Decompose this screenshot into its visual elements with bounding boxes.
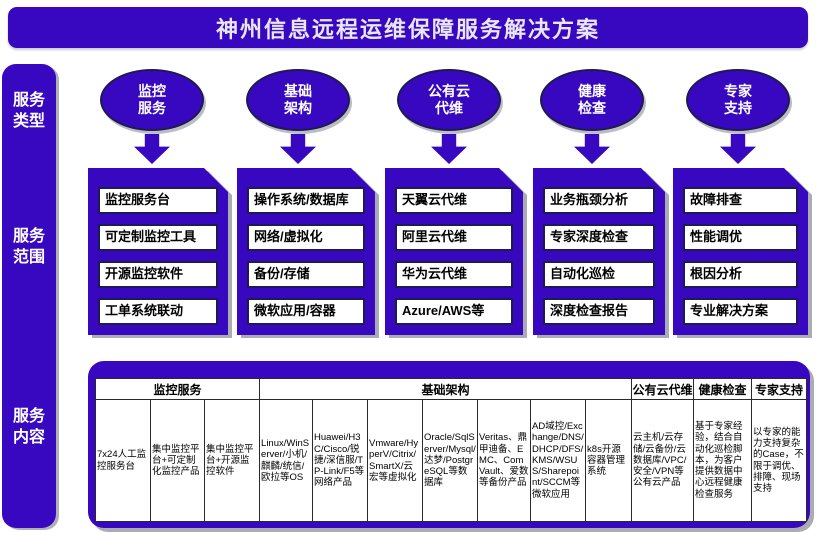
scope-item: 工单系统联动 bbox=[98, 298, 218, 325]
table-cell: Huawei/H3C/Cisco/锐捷/深信服/TP-Link/F5等网络产品 bbox=[312, 399, 369, 522]
scope-box-infrastructure: 操作系统/数据库 网络/虚拟化 备份/存储 微软应用/容器 bbox=[237, 168, 375, 335]
down-arrow-shape bbox=[134, 134, 170, 164]
scope-item: 性能调优 bbox=[683, 224, 798, 251]
down-arrow-icon bbox=[280, 134, 316, 164]
service-type-ellipse-infrastructure: 基础 架构 bbox=[246, 69, 350, 131]
scope-box-monitoring: 监控服务台 可定制监控工具 开源监控软件 工单系统联动 bbox=[88, 168, 228, 335]
down-arrow-shape bbox=[574, 134, 610, 164]
scope-box-health-check: 业务瓶颈分析 专家深度检查 自动化巡检 深度检查报告 bbox=[533, 168, 665, 335]
scope-item: 自动化巡检 bbox=[543, 261, 655, 288]
table-cell: 以专家的能力支持复杂的Case，不限于调优、排障、现场支持 bbox=[751, 399, 808, 522]
scope-item: 操作系统/数据库 bbox=[247, 187, 365, 214]
scope-item: 专业解决方案 bbox=[683, 298, 798, 325]
scope-box-expert-support: 故障排查 性能调优 根因分析 专业解决方案 bbox=[673, 168, 808, 335]
row-label-service-scope: 服务 范围 bbox=[12, 228, 45, 266]
table-cell: 基于专家经验，结合自动化巡检脚本，为客户提供数据中心远程健康检查服务 bbox=[693, 399, 753, 522]
down-arrow-shape bbox=[280, 134, 316, 164]
scope-box-shape: 监控服务台 可定制监控工具 开源监控软件 工单系统联动 bbox=[88, 168, 228, 335]
scope-item: 故障排查 bbox=[683, 187, 798, 214]
table-body-row: 7x24人工监控服务台 集中监控平台+可定制化监控产品 集中监控平台+开源监控软… bbox=[95, 399, 808, 522]
table-cell: 7x24人工监控服务台 bbox=[95, 399, 151, 522]
service-type-ellipse-expert-support: 专家 支持 bbox=[686, 69, 790, 131]
scope-box-shape: 操作系统/数据库 网络/虚拟化 备份/存储 微软应用/容器 bbox=[237, 168, 375, 335]
row-labels-sidebar: 服务 类型 服务 范围 服务 内容 bbox=[2, 64, 56, 528]
down-arrow-icon bbox=[134, 134, 170, 164]
scope-box-shape: 故障排查 性能调优 根因分析 专业解决方案 bbox=[673, 168, 808, 335]
scope-item: 业务瓶颈分析 bbox=[543, 187, 655, 214]
scope-box-shape: 业务瓶颈分析 专家深度检查 自动化巡检 深度检查报告 bbox=[533, 168, 665, 335]
table-cell: 集中监控平台+可定制化监控产品 bbox=[150, 399, 205, 522]
service-content-table: 监控服务 基础架构 公有云代维 健康检查 专家支持 7x24人工监控服务台 集中… bbox=[94, 378, 808, 522]
down-arrow-shape bbox=[720, 134, 756, 164]
table-cell: Veritas、鼎甲迪备、EMC、ComVault、爱数等备份产品 bbox=[477, 399, 532, 522]
down-arrow-icon bbox=[431, 134, 467, 164]
header-infrastructure: 基础架构 bbox=[259, 378, 633, 400]
row-label-service-content: 服务 内容 bbox=[12, 408, 45, 446]
header-health-check: 健康检查 bbox=[693, 378, 753, 400]
scope-item: 深度检查报告 bbox=[543, 298, 655, 325]
scope-item: 网络/虚拟化 bbox=[247, 224, 365, 251]
scope-item: 备份/存储 bbox=[247, 261, 365, 288]
table-cell: AD域控/Exchange/DNS/DHCP/DFS/KMS/WSUS/Shar… bbox=[530, 399, 587, 522]
table-cell: k8s开源容器管理系统 bbox=[585, 399, 633, 522]
table-cell: 云主机/云存储/云备份/云数据库/VPC/安全/VPN等公有云产品 bbox=[631, 399, 695, 522]
header-expert-support: 专家支持 bbox=[751, 378, 808, 400]
header-monitoring: 监控服务 bbox=[94, 378, 261, 400]
service-content-panel: 监控服务 基础架构 公有云代维 健康检查 专家支持 7x24人工监控服务台 集中… bbox=[88, 361, 810, 528]
scope-item: 微软应用/容器 bbox=[247, 298, 365, 325]
down-arrow-shape bbox=[431, 134, 467, 164]
scope-item: 天翼云代维 bbox=[395, 187, 513, 214]
scope-item: 开源监控软件 bbox=[98, 261, 218, 288]
down-arrow-icon bbox=[720, 134, 756, 164]
scope-item: Azure/AWS等 bbox=[395, 298, 513, 325]
table-cell: Oracle/SqlServer/Mysql/达梦/PostgreSQL等数据库 bbox=[422, 399, 479, 522]
table-cell: 集中监控平台+开源监控软件 bbox=[203, 399, 261, 522]
service-type-ellipse-monitoring: 监控 服务 bbox=[100, 69, 204, 131]
scope-box-shape: 天翼云代维 阿里云代维 华为云代维 Azure/AWS等 bbox=[385, 168, 523, 335]
scope-item: 监控服务台 bbox=[98, 187, 218, 214]
scope-item: 华为云代维 bbox=[395, 261, 513, 288]
scope-item: 可定制监控工具 bbox=[98, 224, 218, 251]
table-header-row: 监控服务 基础架构 公有云代维 健康检查 专家支持 bbox=[94, 378, 808, 400]
row-label-service-type: 服务 类型 bbox=[12, 92, 45, 130]
table-cell: Linux/WinServer/小机/麒麟/统信/欧拉等OS bbox=[259, 399, 314, 522]
down-arrow-icon bbox=[574, 134, 610, 164]
page-title: 神州信息远程运维保障服务解决方案 bbox=[8, 7, 808, 48]
scope-box-public-cloud: 天翼云代维 阿里云代维 华为云代维 Azure/AWS等 bbox=[385, 168, 523, 335]
header-public-cloud: 公有云代维 bbox=[631, 378, 695, 400]
service-type-ellipse-public-cloud: 公有云 代维 bbox=[397, 69, 501, 131]
scope-item: 阿里云代维 bbox=[395, 224, 513, 251]
service-type-ellipse-health-check: 健康 检查 bbox=[540, 69, 644, 131]
table-cell: Vmware/HyperV/Citrix/SmartX/云宏等虚拟化 bbox=[367, 399, 424, 522]
scope-item: 根因分析 bbox=[683, 261, 798, 288]
scope-item: 专家深度检查 bbox=[543, 224, 655, 251]
